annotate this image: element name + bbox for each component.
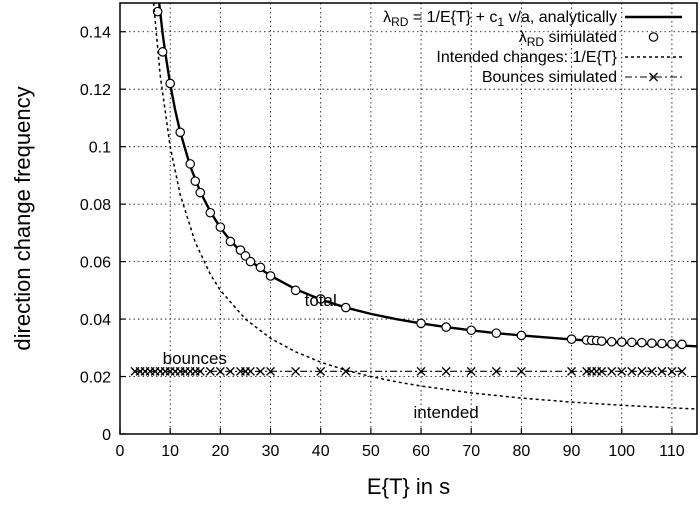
series-bounces-point-29 bbox=[516, 366, 526, 376]
y-tick-label-7: 0.14 bbox=[80, 25, 111, 42]
series-simulated-point-23 bbox=[566, 334, 577, 344]
series-simulated-point-5 bbox=[190, 176, 201, 186]
series-simulated-point-9 bbox=[225, 236, 236, 247]
series-simulated-point-22 bbox=[516, 330, 527, 341]
y-tick-label-0: 0 bbox=[102, 427, 111, 444]
annotations: total bounces intended bbox=[163, 291, 479, 422]
legend-label-simulated: λRD simulated bbox=[519, 29, 617, 49]
series-simulated-point-21 bbox=[491, 328, 502, 338]
y-tick-label-1: 0.02 bbox=[80, 370, 111, 387]
series-simulated-point-13 bbox=[255, 262, 266, 273]
legend-swatch-simulated bbox=[648, 32, 659, 42]
grid bbox=[120, 3, 697, 434]
series-bounces-point-26 bbox=[441, 366, 451, 376]
series-bounces-point-21 bbox=[266, 366, 275, 376]
x-tick-label-9: 90 bbox=[563, 443, 581, 460]
series-bounces-point-20 bbox=[256, 366, 265, 376]
series-intended bbox=[152, 3, 697, 410]
series-simulated-point-30 bbox=[626, 337, 637, 348]
series-simulated-point-14 bbox=[265, 271, 276, 281]
series-simulated-point-7 bbox=[205, 207, 216, 218]
axis-ticks: 0 10 20 30 40 50 60 70 80 90 100 110 0 0.02 0.04 0.06 0.… bbox=[80, 25, 697, 460]
series-bounces-point-30 bbox=[567, 366, 577, 376]
series-simulated-point-12 bbox=[245, 256, 256, 267]
annotation-total: total bbox=[305, 291, 337, 310]
series-simulated bbox=[152, 6, 687, 350]
x-tick-label-10: 100 bbox=[608, 443, 635, 460]
series-simulated-point-1 bbox=[157, 47, 168, 57]
series-simulated-point-19 bbox=[441, 322, 451, 332]
series-simulated-point-0 bbox=[152, 6, 163, 17]
series-bounces-point-19 bbox=[245, 366, 255, 376]
legend-label-analytic: λRD = 1/E{T} + c1 v/a, analytically bbox=[383, 9, 617, 29]
y-tick-label-3: 0.06 bbox=[80, 255, 111, 272]
series-bounces-point-36 bbox=[617, 366, 627, 376]
series-bounces-point-37 bbox=[627, 366, 637, 376]
series-simulated-point-4 bbox=[185, 159, 196, 169]
series-bounces-point-23 bbox=[316, 366, 326, 376]
y-tick-label-2: 0.04 bbox=[80, 312, 111, 329]
y-axis-label: direction change frequency bbox=[10, 86, 35, 350]
x-tick-label-1: 10 bbox=[161, 443, 179, 460]
series-bounces-point-38 bbox=[637, 366, 647, 376]
series-simulated-point-35 bbox=[677, 339, 687, 350]
x-tick-label-8: 80 bbox=[512, 443, 530, 460]
series-bounces-point-28 bbox=[491, 366, 501, 376]
series-bounces-point-13 bbox=[195, 366, 205, 376]
series-simulated-point-28 bbox=[606, 336, 617, 347]
series-simulated-point-18 bbox=[416, 318, 426, 329]
series-simulated-point-16 bbox=[315, 294, 326, 304]
series-simulated-point-15 bbox=[290, 285, 301, 296]
x-tick-label-7: 70 bbox=[462, 443, 480, 460]
series-bounces-point-25 bbox=[416, 366, 426, 376]
x-tick-label-11: 110 bbox=[659, 443, 685, 460]
y-tick-label-5: 0.1 bbox=[89, 140, 111, 157]
y-tick-label-6: 0.12 bbox=[80, 82, 111, 99]
series-bounces-point-27 bbox=[466, 366, 476, 376]
series-bounces-point-42 bbox=[677, 366, 687, 376]
x-tick-label-5: 50 bbox=[362, 443, 380, 460]
x-axis-label: E{T} in s bbox=[367, 474, 450, 499]
series-simulated-point-29 bbox=[616, 337, 627, 347]
series-simulated-point-2 bbox=[165, 78, 175, 89]
legend-label-intended: Intended changes: 1/E{T} bbox=[436, 49, 617, 66]
series-simulated-point-3 bbox=[175, 127, 186, 138]
series-bounces-point-39 bbox=[647, 366, 657, 376]
series-simulated-point-20 bbox=[466, 325, 477, 336]
x-tick-label-0: 0 bbox=[116, 443, 125, 460]
series-bounces-point-35 bbox=[607, 366, 617, 376]
x-tick-label-2: 20 bbox=[211, 443, 229, 460]
series-simulated-point-33 bbox=[657, 338, 667, 349]
series-bounces-point-14 bbox=[205, 366, 215, 376]
series-simulated-point-31 bbox=[637, 337, 647, 348]
series-simulated-point-32 bbox=[647, 338, 657, 349]
series-simulated-point-6 bbox=[195, 187, 206, 198]
x-tick-label-4: 40 bbox=[312, 443, 330, 460]
plot-frame bbox=[119, 2, 698, 435]
series-bounces-point-22 bbox=[291, 366, 301, 376]
series-simulated-point-8 bbox=[215, 222, 226, 232]
series-simulated-point-27 bbox=[596, 336, 607, 346]
legend-swatch-bounces-marker bbox=[649, 72, 658, 82]
legend-label-bounces: Bounces simulated bbox=[482, 69, 617, 86]
series-layer bbox=[130, 3, 697, 410]
series-simulated-point-34 bbox=[667, 339, 677, 349]
y-tick-label-4: 0.08 bbox=[80, 197, 111, 214]
annotation-bounces: bounces bbox=[163, 349, 227, 368]
series-bounces-point-40 bbox=[657, 366, 667, 376]
series-bounces-point-24 bbox=[341, 366, 351, 376]
series-bounces-point-34 bbox=[597, 366, 607, 376]
series-bounces-point-15 bbox=[215, 366, 225, 376]
series-simulated-point-17 bbox=[340, 302, 351, 313]
series-bounces bbox=[130, 366, 687, 376]
series-bounces-point-16 bbox=[225, 366, 235, 376]
x-tick-label-3: 30 bbox=[262, 443, 280, 460]
x-tick-label-6: 60 bbox=[412, 443, 430, 460]
annotation-intended: intended bbox=[414, 403, 479, 422]
series-bounces-point-41 bbox=[667, 366, 677, 376]
series-intended-line bbox=[152, 3, 697, 410]
